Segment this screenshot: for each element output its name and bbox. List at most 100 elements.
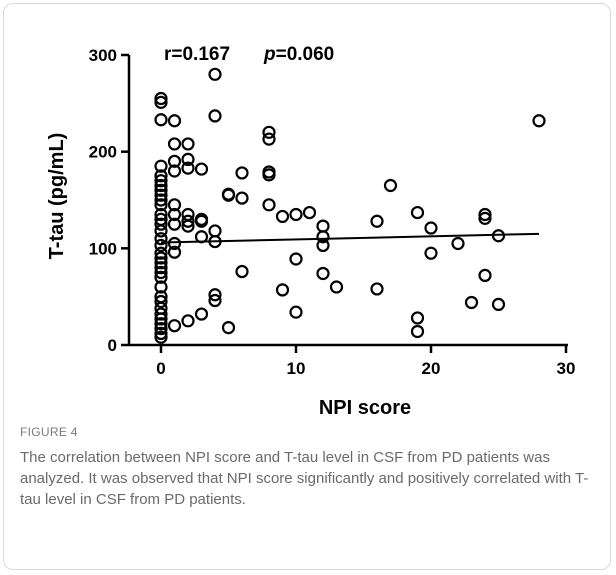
data-point: [424, 221, 438, 235]
x-tick-label: 30: [557, 359, 576, 378]
data-point: [167, 154, 182, 168]
data-point: [370, 282, 384, 296]
data-point: [154, 224, 168, 238]
x-axis-title: NPI score: [319, 397, 411, 419]
data-point: [478, 268, 492, 282]
data-point: [154, 159, 168, 173]
data-point: [154, 178, 168, 193]
data-point: [208, 109, 222, 123]
data-point: [208, 224, 222, 238]
data-point: [221, 188, 236, 202]
data-point: [275, 209, 290, 224]
p-value: =0.060: [276, 44, 335, 65]
data-point: [167, 164, 182, 178]
data-point: [154, 207, 168, 222]
data-point: [208, 234, 222, 249]
figure-caption-block: FIGURE 4 The correlation between NPI sco…: [20, 425, 590, 510]
y-axis-title: T-tau (pg/mL): [46, 133, 68, 260]
data-point: [532, 114, 546, 128]
data-point: [181, 214, 195, 228]
data-point: [154, 256, 168, 270]
data-point: [154, 270, 168, 284]
data-point: [410, 324, 425, 339]
p-annotation: p=0.060: [263, 44, 334, 65]
data-point: [262, 132, 276, 146]
data-point: [424, 246, 438, 260]
data-point: [194, 307, 209, 321]
data-point: [154, 183, 168, 197]
data-point: [262, 198, 276, 212]
y-tick-label: 300: [89, 46, 117, 65]
data-point: [154, 91, 168, 106]
y-tick-label: 100: [89, 239, 117, 258]
data-point: [154, 321, 168, 336]
data-point: [167, 137, 182, 151]
data-point: [370, 214, 384, 228]
scatter-chart: T-tau (pg/mL) NPI score r=0.167 p=0.060 …: [46, 44, 576, 419]
data-point: [316, 238, 330, 253]
data-point: [154, 280, 168, 294]
regression-line: [160, 232, 540, 244]
data-point: [167, 245, 182, 259]
points-group: [154, 67, 546, 344]
p-symbol: p: [263, 44, 276, 65]
data-point: [194, 162, 209, 176]
x-tick-label: 0: [156, 359, 165, 378]
data-point: [154, 198, 168, 212]
data-point: [410, 311, 425, 325]
data-point: [410, 205, 425, 220]
data-point: [478, 207, 492, 222]
data-point: [154, 232, 168, 246]
data-point: [221, 321, 236, 335]
data-point: [167, 217, 182, 231]
data-point: [275, 283, 290, 297]
figure-caption: The correlation between NPI score and T-…: [20, 449, 589, 508]
data-point: [154, 312, 168, 326]
data-point: [154, 174, 168, 188]
data-point: [154, 95, 168, 109]
data-point: [154, 307, 168, 321]
data-point: [208, 288, 222, 302]
data-point: [316, 219, 330, 233]
data-point: [154, 188, 168, 202]
data-point: [194, 214, 209, 228]
r-annotation: r=0.167: [164, 44, 230, 65]
data-point: [289, 305, 303, 319]
data-point: [167, 236, 182, 251]
data-point: [316, 230, 330, 244]
data-point: [478, 211, 492, 225]
data-point: [464, 295, 479, 310]
data-point: [181, 161, 195, 175]
data-point: [302, 205, 317, 220]
data-point: [329, 280, 344, 294]
data-point: [491, 297, 506, 311]
data-point: [181, 137, 195, 151]
data-point: [154, 246, 168, 260]
y-tick-label: 0: [108, 336, 117, 355]
data-point: [154, 113, 168, 127]
data-point: [262, 168, 276, 182]
data-point: [154, 294, 168, 309]
data-point: [167, 319, 182, 333]
data-point: [154, 169, 168, 183]
data-point: [167, 198, 182, 212]
data-point: [208, 293, 222, 308]
data-point: [154, 326, 168, 340]
data-point: [154, 330, 168, 344]
data-point: [154, 265, 168, 280]
data-point: [154, 317, 168, 331]
data-point: [262, 125, 276, 139]
data-point: [235, 166, 249, 180]
data-point: [235, 191, 249, 205]
data-point: [154, 193, 168, 207]
data-point: [235, 264, 249, 279]
data-point: [154, 217, 168, 231]
data-point: [194, 230, 209, 244]
data-point: [167, 114, 182, 128]
figure-card: [3, 3, 611, 570]
data-point: [154, 238, 168, 253]
data-point: [383, 178, 398, 193]
data-point: [154, 251, 168, 265]
data-point: [167, 207, 182, 222]
y-tick-label: 200: [89, 143, 117, 162]
